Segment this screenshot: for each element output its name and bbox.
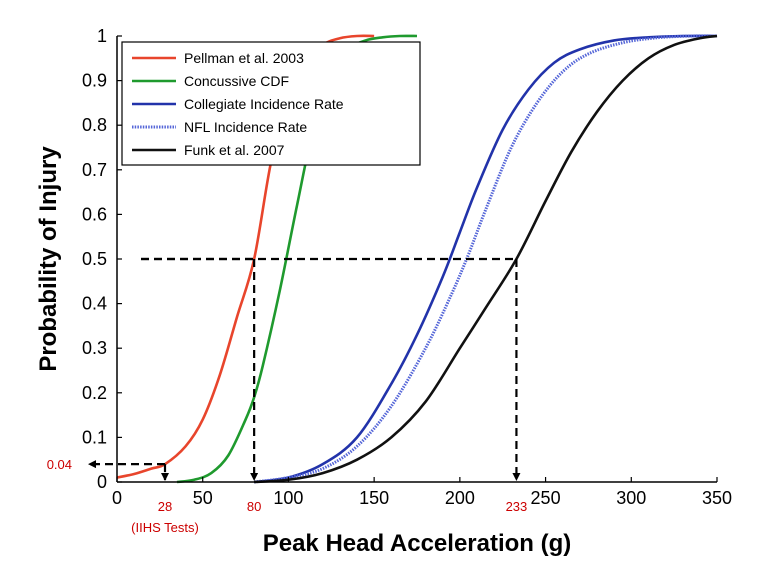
guide-y-label-0: 0.04 xyxy=(47,457,72,472)
legend: Pellman et al. 2003 Concussive CDF Collegi… xyxy=(121,41,421,166)
x-tick-label-4: 200 xyxy=(445,488,475,508)
legend-label-3: NFL Incidence Rate xyxy=(184,119,307,135)
x-tick-label-3: 150 xyxy=(359,488,389,508)
series-line-0 xyxy=(116,34,375,479)
y-tick-label-8: 0.8 xyxy=(82,115,107,135)
y-tick-label-4: 0.4 xyxy=(82,294,107,314)
axes-layer: 0 50 100 150 200 250 300 350 0 0.1 0.2 0.3 0.4 0.5 0.6… xyxy=(82,26,732,508)
y-tick-label-10: 1 xyxy=(97,26,107,46)
series-line-4 xyxy=(254,34,718,484)
x-tick-label-7: 350 xyxy=(702,488,732,508)
legend-label-1: Concussive CDF xyxy=(184,73,289,89)
x-tick-label-0: 0 xyxy=(112,488,122,508)
x-tick-label-5: 250 xyxy=(531,488,561,508)
guide-x-sublabel-0: (IIHS Tests) xyxy=(131,520,199,535)
guides-layer xyxy=(88,257,521,481)
y-tick-label-1: 0.1 xyxy=(82,427,107,447)
legend-label-2: Collegiate Incidence Rate xyxy=(184,96,344,112)
guide-x-label-0: 28 xyxy=(158,499,172,514)
x-tick-label-2: 100 xyxy=(273,488,303,508)
guide-x-label-2: 233 xyxy=(506,499,528,514)
y-tick-label-5: 0.5 xyxy=(82,249,107,269)
x-tick-label-6: 300 xyxy=(616,488,646,508)
x-axis-label: Peak Head Acceleration (g) xyxy=(263,530,572,557)
y-tick-label-2: 0.2 xyxy=(82,383,107,403)
y-tick-label-7: 0.7 xyxy=(82,160,107,180)
y-tick-label-3: 0.3 xyxy=(82,338,107,358)
series-line-2 xyxy=(253,34,718,484)
y-tick-label-6: 0.6 xyxy=(82,204,107,224)
y-axis-label: Probability of Injury xyxy=(35,146,62,372)
guide-x-label-1: 80 xyxy=(247,499,261,514)
legend-label-4: Funk et al. 2007 xyxy=(184,142,285,158)
y-tick-label-9: 0.9 xyxy=(82,71,107,91)
x-tick-label-1: 50 xyxy=(193,488,213,508)
series-layer xyxy=(116,34,718,484)
y-tick-label-0: 0 xyxy=(97,472,107,492)
legend-label-0: Pellman et al. 2003 xyxy=(184,50,304,66)
series-line-3 xyxy=(253,34,718,484)
series-line-1 xyxy=(176,34,418,484)
annotation-labels: 28 (IIHS Tests) 0.04 80 233 xyxy=(47,457,528,535)
